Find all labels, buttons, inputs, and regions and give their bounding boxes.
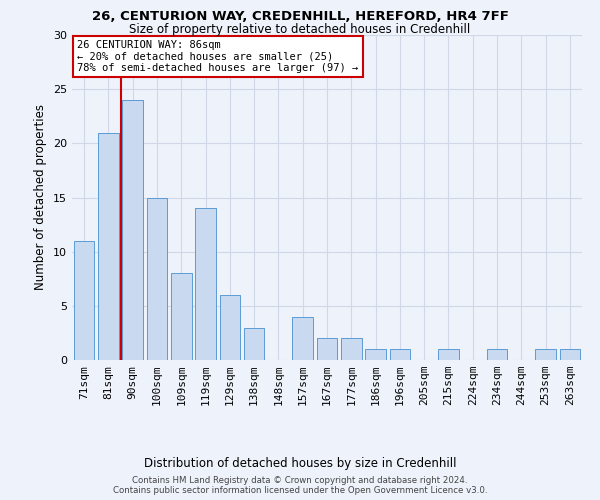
Bar bbox=[244, 328, 265, 360]
Bar bbox=[74, 241, 94, 360]
Bar bbox=[146, 198, 167, 360]
Bar bbox=[195, 208, 216, 360]
Bar bbox=[487, 349, 508, 360]
Bar bbox=[122, 100, 143, 360]
Bar bbox=[560, 349, 580, 360]
Text: 26 CENTURION WAY: 86sqm
← 20% of detached houses are smaller (25)
78% of semi-de: 26 CENTURION WAY: 86sqm ← 20% of detache… bbox=[77, 40, 358, 73]
Text: Distribution of detached houses by size in Credenhill: Distribution of detached houses by size … bbox=[144, 458, 456, 470]
Text: Size of property relative to detached houses in Credenhill: Size of property relative to detached ho… bbox=[130, 22, 470, 36]
Bar bbox=[220, 295, 240, 360]
Y-axis label: Number of detached properties: Number of detached properties bbox=[34, 104, 47, 290]
Bar bbox=[317, 338, 337, 360]
Text: 26, CENTURION WAY, CREDENHILL, HEREFORD, HR4 7FF: 26, CENTURION WAY, CREDENHILL, HEREFORD,… bbox=[92, 10, 508, 23]
Bar bbox=[365, 349, 386, 360]
Bar bbox=[389, 349, 410, 360]
Bar bbox=[535, 349, 556, 360]
Bar bbox=[341, 338, 362, 360]
Bar bbox=[98, 132, 119, 360]
Text: Contains HM Land Registry data © Crown copyright and database right 2024.
Contai: Contains HM Land Registry data © Crown c… bbox=[113, 476, 487, 495]
Bar bbox=[292, 316, 313, 360]
Bar bbox=[171, 274, 191, 360]
Bar bbox=[438, 349, 459, 360]
